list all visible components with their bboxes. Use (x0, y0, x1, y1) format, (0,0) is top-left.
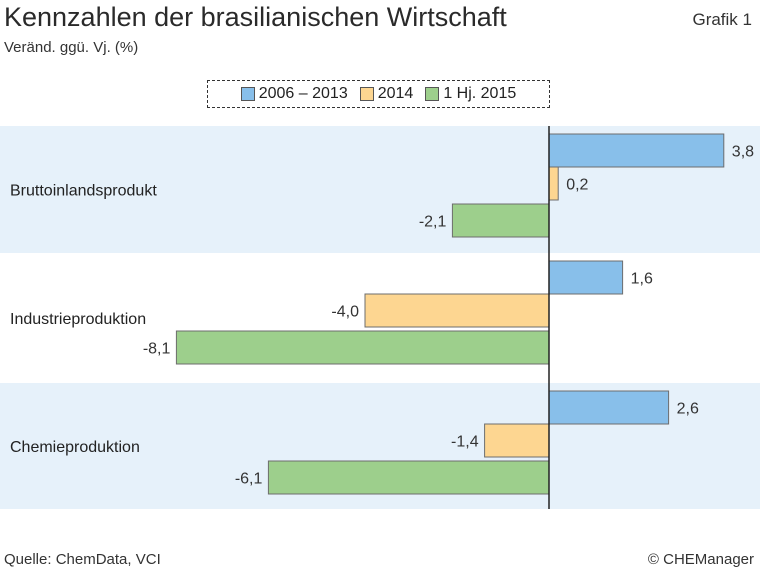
category-label-chemieproduktion: Chemieproduktion (10, 439, 140, 456)
bar-bruttoinlandsprodukt-1hj-2015 (451, 203, 550, 238)
legend-swatch-2006-2013 (240, 87, 255, 101)
bar-chart: Bruttoinlandsprodukt 3,8 0,2 -2,1 Industriep… (0, 126, 760, 509)
legend-swatch-2014 (359, 87, 374, 101)
legend-label-1hj-2015: 1 Hj. 2015 (443, 85, 517, 102)
bar-chemieproduktion-2006-2013 (548, 390, 670, 425)
data-label-bruttoinlandsprodukt-1hj-2015: -2,1 (419, 214, 447, 231)
bar-industrieproduktion-2014 (364, 293, 550, 328)
bar-bruttoinlandsprodukt-2006-2013 (548, 133, 725, 168)
chart-legend: 2006 – 2013 2014 1 Hj. 2015 (207, 80, 550, 108)
data-label-chemieproduktion-2006-2013: 2,6 (677, 401, 699, 418)
data-label-bruttoinlandsprodukt-2006-2013: 3,8 (732, 144, 754, 161)
bar-bruttoinlandsprodukt-2014 (548, 166, 559, 201)
legend-label-2014: 2014 (377, 85, 414, 102)
legend-item-2006-2013: 2006 – 2013 (240, 85, 348, 103)
data-label-industrieproduktion-2006-2013: 1,6 (631, 271, 653, 288)
bar-industrieproduktion-2006-2013 (548, 260, 624, 295)
category-label-bruttoinlandsprodukt: Bruttoinlandsprodukt (10, 183, 157, 200)
legend-item-2014: 2014 (359, 85, 414, 103)
chart-subtitle: Veränd. ggü. Vj. (%) (4, 39, 139, 56)
data-label-industrieproduktion-1hj-2015: -8,1 (143, 341, 171, 358)
legend-item-1hj-2015: 1 Hj. 2015 (425, 85, 516, 103)
copyright-note: © CHEManager (647, 551, 754, 568)
legend-label-2006-2013: 2006 – 2013 (258, 85, 348, 102)
chart-title: Kennzahlen der brasilianischen Wirtschaf… (4, 2, 507, 32)
data-label-industrieproduktion-2014: -4,0 (331, 304, 359, 321)
legend-swatch-1hj-2015 (425, 87, 440, 101)
category-label-industrieproduktion: Industrieproduktion (10, 311, 146, 328)
bar-chemieproduktion-2014 (484, 423, 550, 458)
data-label-chemieproduktion-2014: -1,4 (451, 434, 479, 451)
graphic-number-label: Grafik 1 (692, 10, 752, 29)
source-note: Quelle: ChemData, VCI (4, 551, 161, 568)
data-label-chemieproduktion-1hj-2015: -6,1 (235, 471, 263, 488)
bar-chemieproduktion-1hj-2015 (267, 460, 550, 495)
bar-industrieproduktion-1hj-2015 (175, 330, 550, 365)
data-label-bruttoinlandsprodukt-2014: 0,2 (566, 177, 588, 194)
